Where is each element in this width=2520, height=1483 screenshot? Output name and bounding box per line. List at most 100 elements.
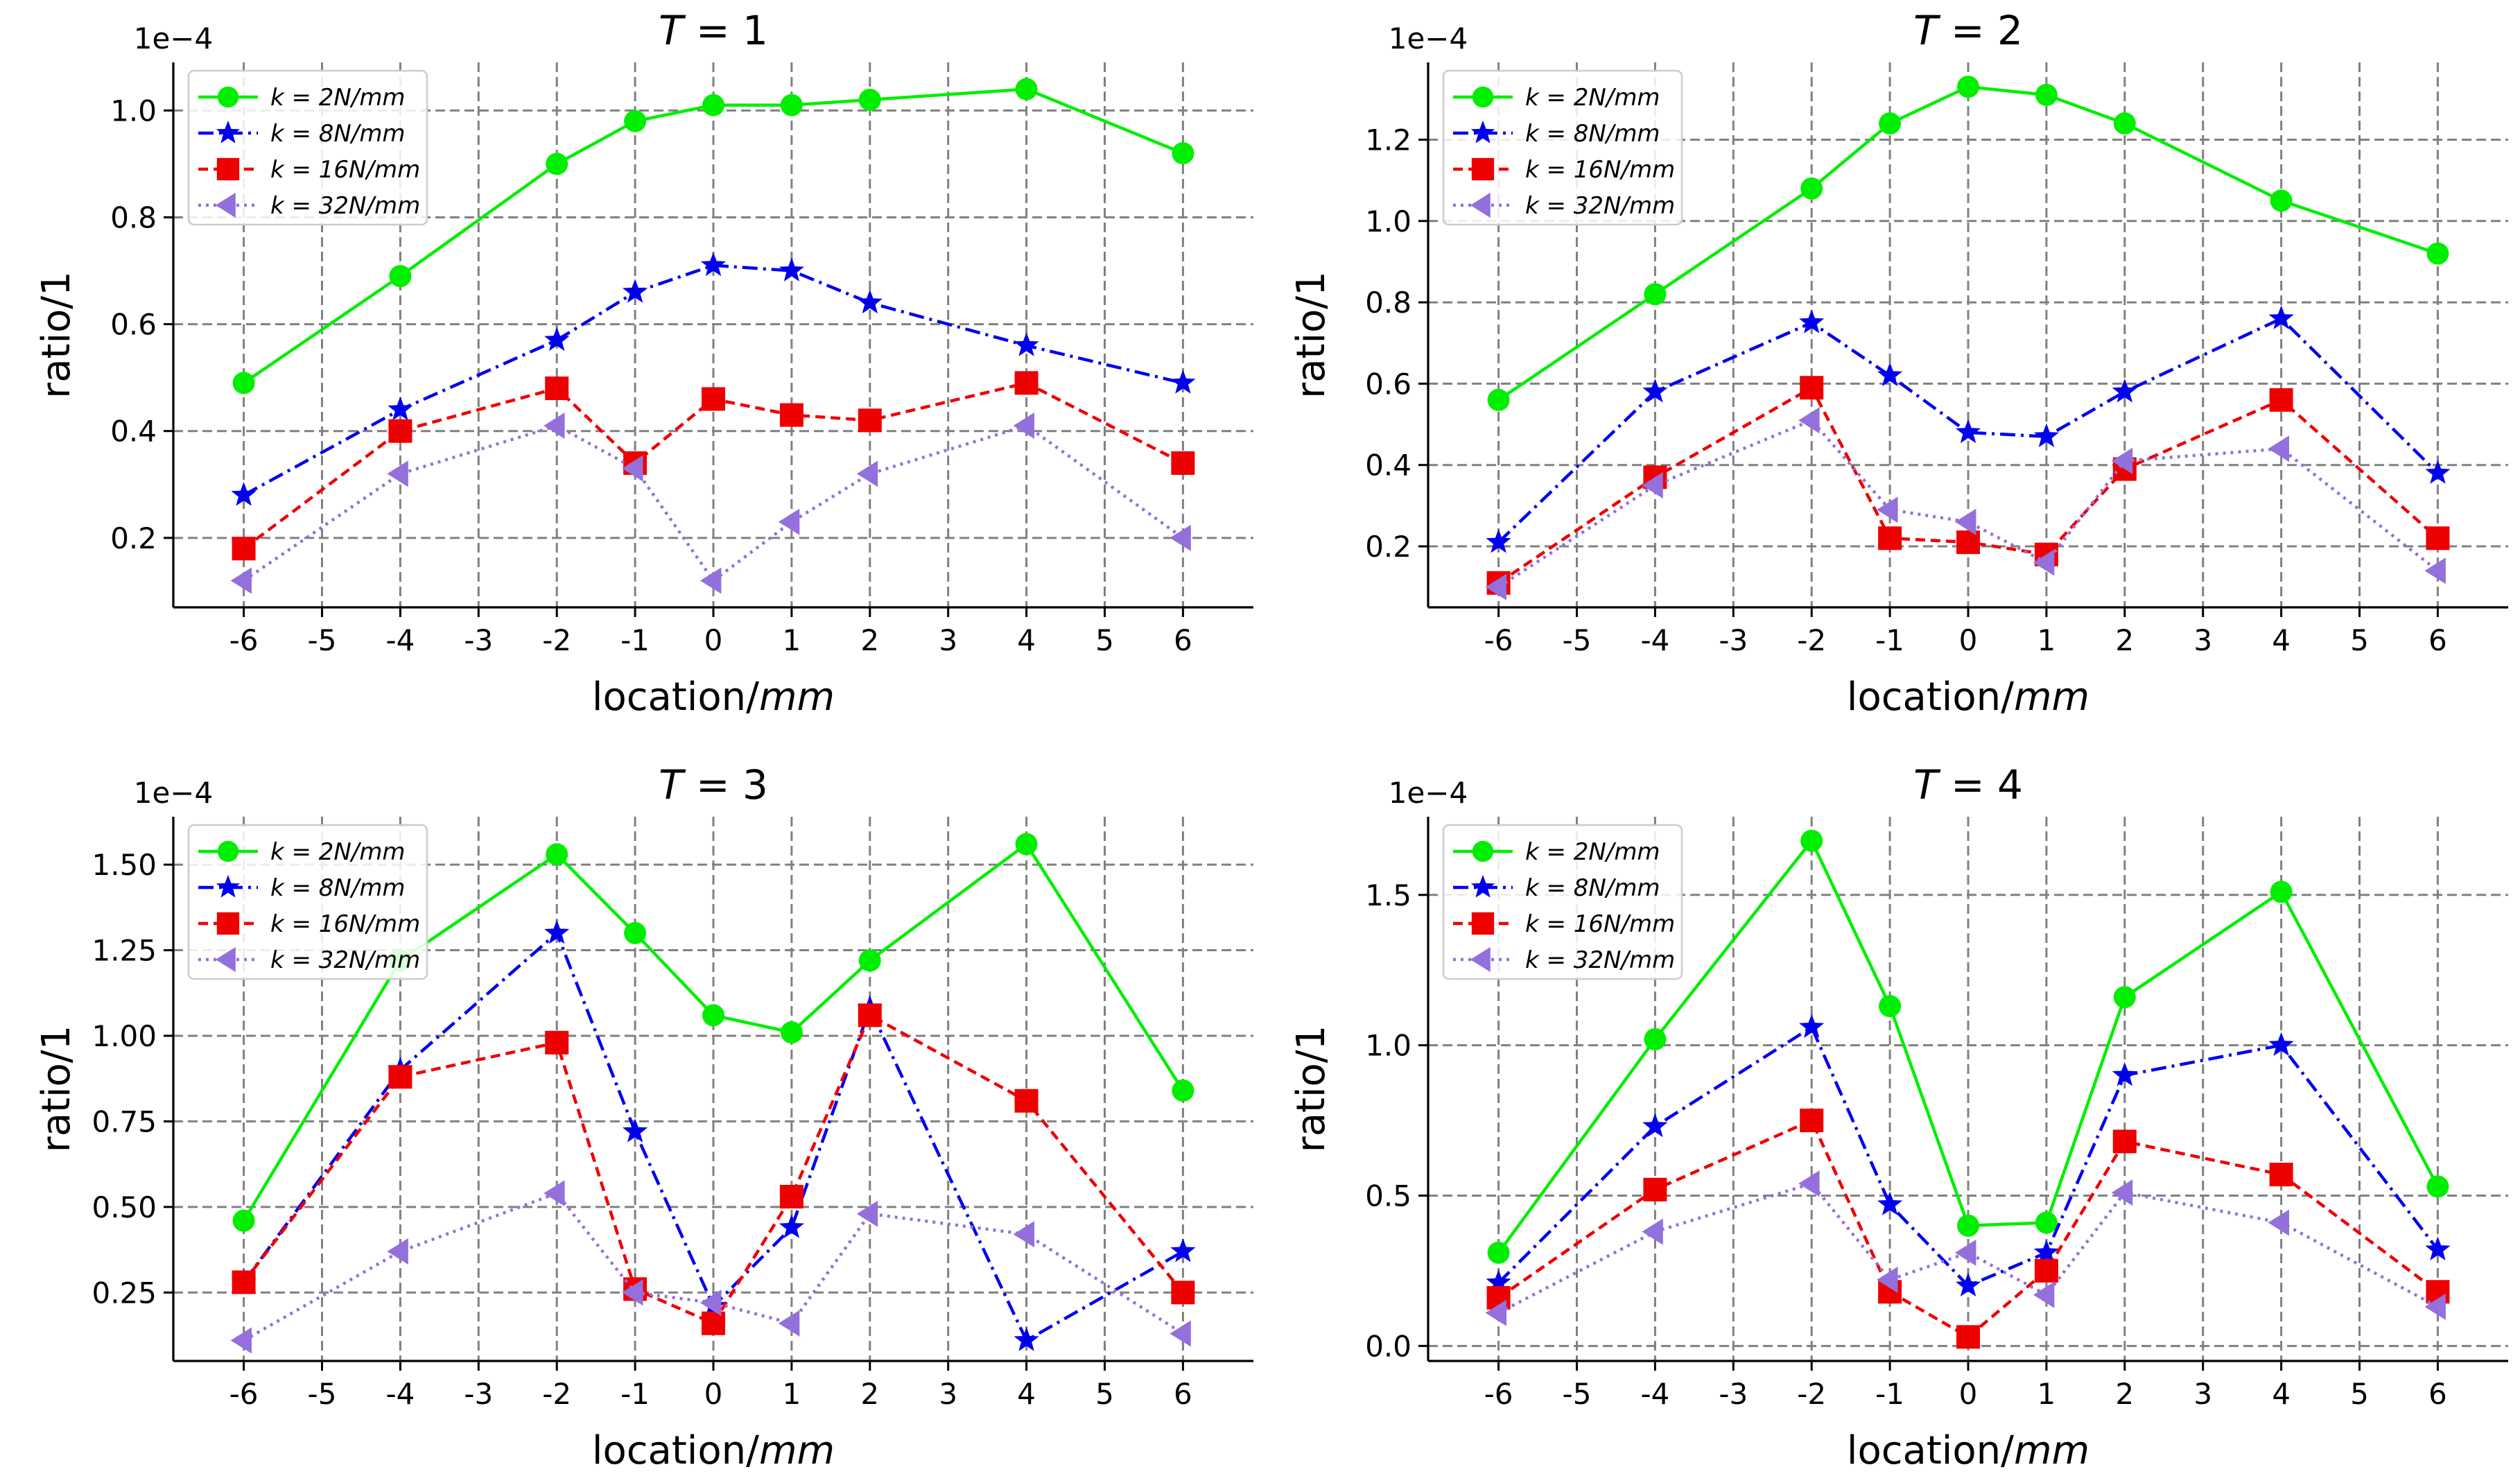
data-point: [778, 1310, 800, 1337]
series-2N-mm: [1487, 829, 2449, 1264]
series-32N-mm: [230, 413, 1191, 594]
data-point: [1955, 1272, 1981, 1296]
series-32N-mm: [1485, 407, 2446, 600]
x-tick-label: 1: [2037, 623, 2056, 657]
data-point: [1485, 573, 1506, 600]
chart-title-value: = 4: [1938, 761, 2023, 808]
data-point: [2270, 881, 2293, 903]
y-tick-label: 1.25: [92, 934, 157, 968]
chart-panel-3: -6 -5 -4 -3 -2 -1 0 1 2 3 4 5 6 0.25 0.50 0.75 1.00 1.25 1…: [34, 761, 1253, 1473]
x-tick-label: 1: [783, 1377, 801, 1411]
legend: k = 2N/mm k = 8N/mm k = 16N/mm k = 32N/mm: [1442, 69, 1683, 226]
y-axis-label: ratio/1: [34, 1025, 79, 1153]
x-axis-label-text: location/: [1847, 1428, 2014, 1473]
data-point: [2033, 423, 2059, 447]
data-point: [2268, 435, 2289, 462]
x-axis-label-text: location/: [592, 1428, 759, 1473]
x-tick-label: 5: [2350, 1377, 2369, 1411]
data-point: [2426, 242, 2449, 265]
x-tick-label: -2: [542, 1377, 571, 1411]
chart-panel-1: -6 -5 -4 -3 -2 -1 0 1 2 3 4 5 6 0.2 0.4 0.6 0.8 1.0 1e−4 T …: [34, 7, 1253, 720]
series-2N-mm: [1487, 76, 2449, 411]
x-tick-label: -4: [385, 1377, 415, 1411]
series-line: [243, 424, 1184, 582]
data-point: [230, 1327, 252, 1354]
data-point: [2426, 1175, 2449, 1198]
data-point: [2269, 1163, 2293, 1187]
data-point: [1956, 1325, 1980, 1349]
data-point: [1800, 177, 1823, 200]
legend-label: k = 8N/mm: [270, 120, 406, 148]
x-tick-label: -6: [1484, 623, 1513, 657]
legend-marker: [1471, 157, 1495, 181]
data-point: [230, 567, 252, 594]
data-point: [2033, 549, 2055, 576]
legend: k = 2N/mm k = 8N/mm k = 16N/mm k = 32N/mm: [187, 824, 428, 980]
data-point: [622, 1279, 643, 1306]
data-point: [1014, 1327, 1039, 1351]
x-tick-label: 6: [2428, 623, 2447, 657]
y-tick-label: 1.00: [92, 1019, 157, 1053]
legend-marker: [216, 157, 240, 181]
data-point: [1487, 388, 1510, 411]
data-point: [700, 567, 722, 594]
x-tick-label: -3: [1719, 1377, 1748, 1411]
x-tick-label: 5: [1095, 623, 1114, 657]
data-point: [545, 376, 569, 401]
data-point: [2425, 1236, 2451, 1260]
legend-frame: [1442, 69, 1683, 226]
data-point: [1644, 283, 1667, 306]
x-tick-label: -1: [1875, 623, 1904, 657]
legend-marker: [216, 875, 241, 898]
legend: k = 2N/mm k = 8N/mm k = 16N/mm k = 32N/mm: [187, 69, 428, 226]
y-axis-label: ratio/1: [1289, 271, 1334, 399]
data-point: [624, 921, 647, 944]
data-point: [544, 1180, 565, 1207]
data-point: [702, 94, 724, 116]
x-tick-label: -4: [1640, 623, 1669, 657]
data-point: [856, 1200, 878, 1227]
axis-offset-text: 1e−4: [134, 776, 213, 810]
legend-marker: [1472, 840, 1494, 862]
axis-offset-text: 1e−4: [134, 21, 213, 55]
legend-item: k = 32N/mm: [1453, 946, 1675, 974]
data-point: [388, 419, 412, 443]
x-tick-label: -3: [464, 623, 493, 657]
data-point: [2268, 305, 2294, 329]
series-16N-mm: [232, 371, 1195, 561]
data-point: [232, 1270, 256, 1294]
x-tick-label: 6: [1174, 623, 1192, 657]
legend-label: k = 8N/mm: [1525, 874, 1660, 902]
data-point: [1170, 524, 1191, 551]
data-point: [624, 110, 647, 132]
legend-label: k = 32N/mm: [270, 192, 420, 220]
legend-label: k = 2N/mm: [270, 84, 406, 112]
data-point: [545, 1030, 569, 1055]
data-point: [2033, 1281, 2055, 1308]
data-point: [858, 1003, 882, 1027]
data-point: [1955, 508, 1976, 535]
x-tick-label: -5: [1563, 1377, 1592, 1411]
data-point: [1877, 362, 1903, 386]
data-point: [1013, 413, 1034, 439]
y-tick-label: 0.5: [1365, 1179, 1411, 1213]
y-tick-label: 0.8: [110, 200, 157, 234]
data-point: [2113, 112, 2136, 135]
legend-marker: [217, 86, 239, 108]
data-point: [1879, 995, 1902, 1018]
x-tick-label: 6: [2428, 1377, 2447, 1411]
data-point: [1643, 1177, 1667, 1202]
legend-label: k = 2N/mm: [1525, 838, 1660, 866]
y-tick-label: 1.0: [1365, 205, 1411, 239]
x-tick-label: 0: [704, 623, 723, 657]
x-tick-label: 4: [1017, 1377, 1036, 1411]
y-tick-label: 0.2: [110, 521, 157, 555]
data-point: [1014, 1089, 1039, 1113]
legend-item: k = 8N/mm: [198, 874, 406, 902]
legend-item: k = 2N/mm: [1453, 838, 1660, 866]
data-point: [1879, 112, 1902, 135]
x-tick-label: 4: [2272, 623, 2291, 657]
legend-item: k = 16N/mm: [1453, 910, 1675, 938]
legend-marker: [215, 192, 236, 218]
x-tick-label: -6: [1484, 1377, 1513, 1411]
